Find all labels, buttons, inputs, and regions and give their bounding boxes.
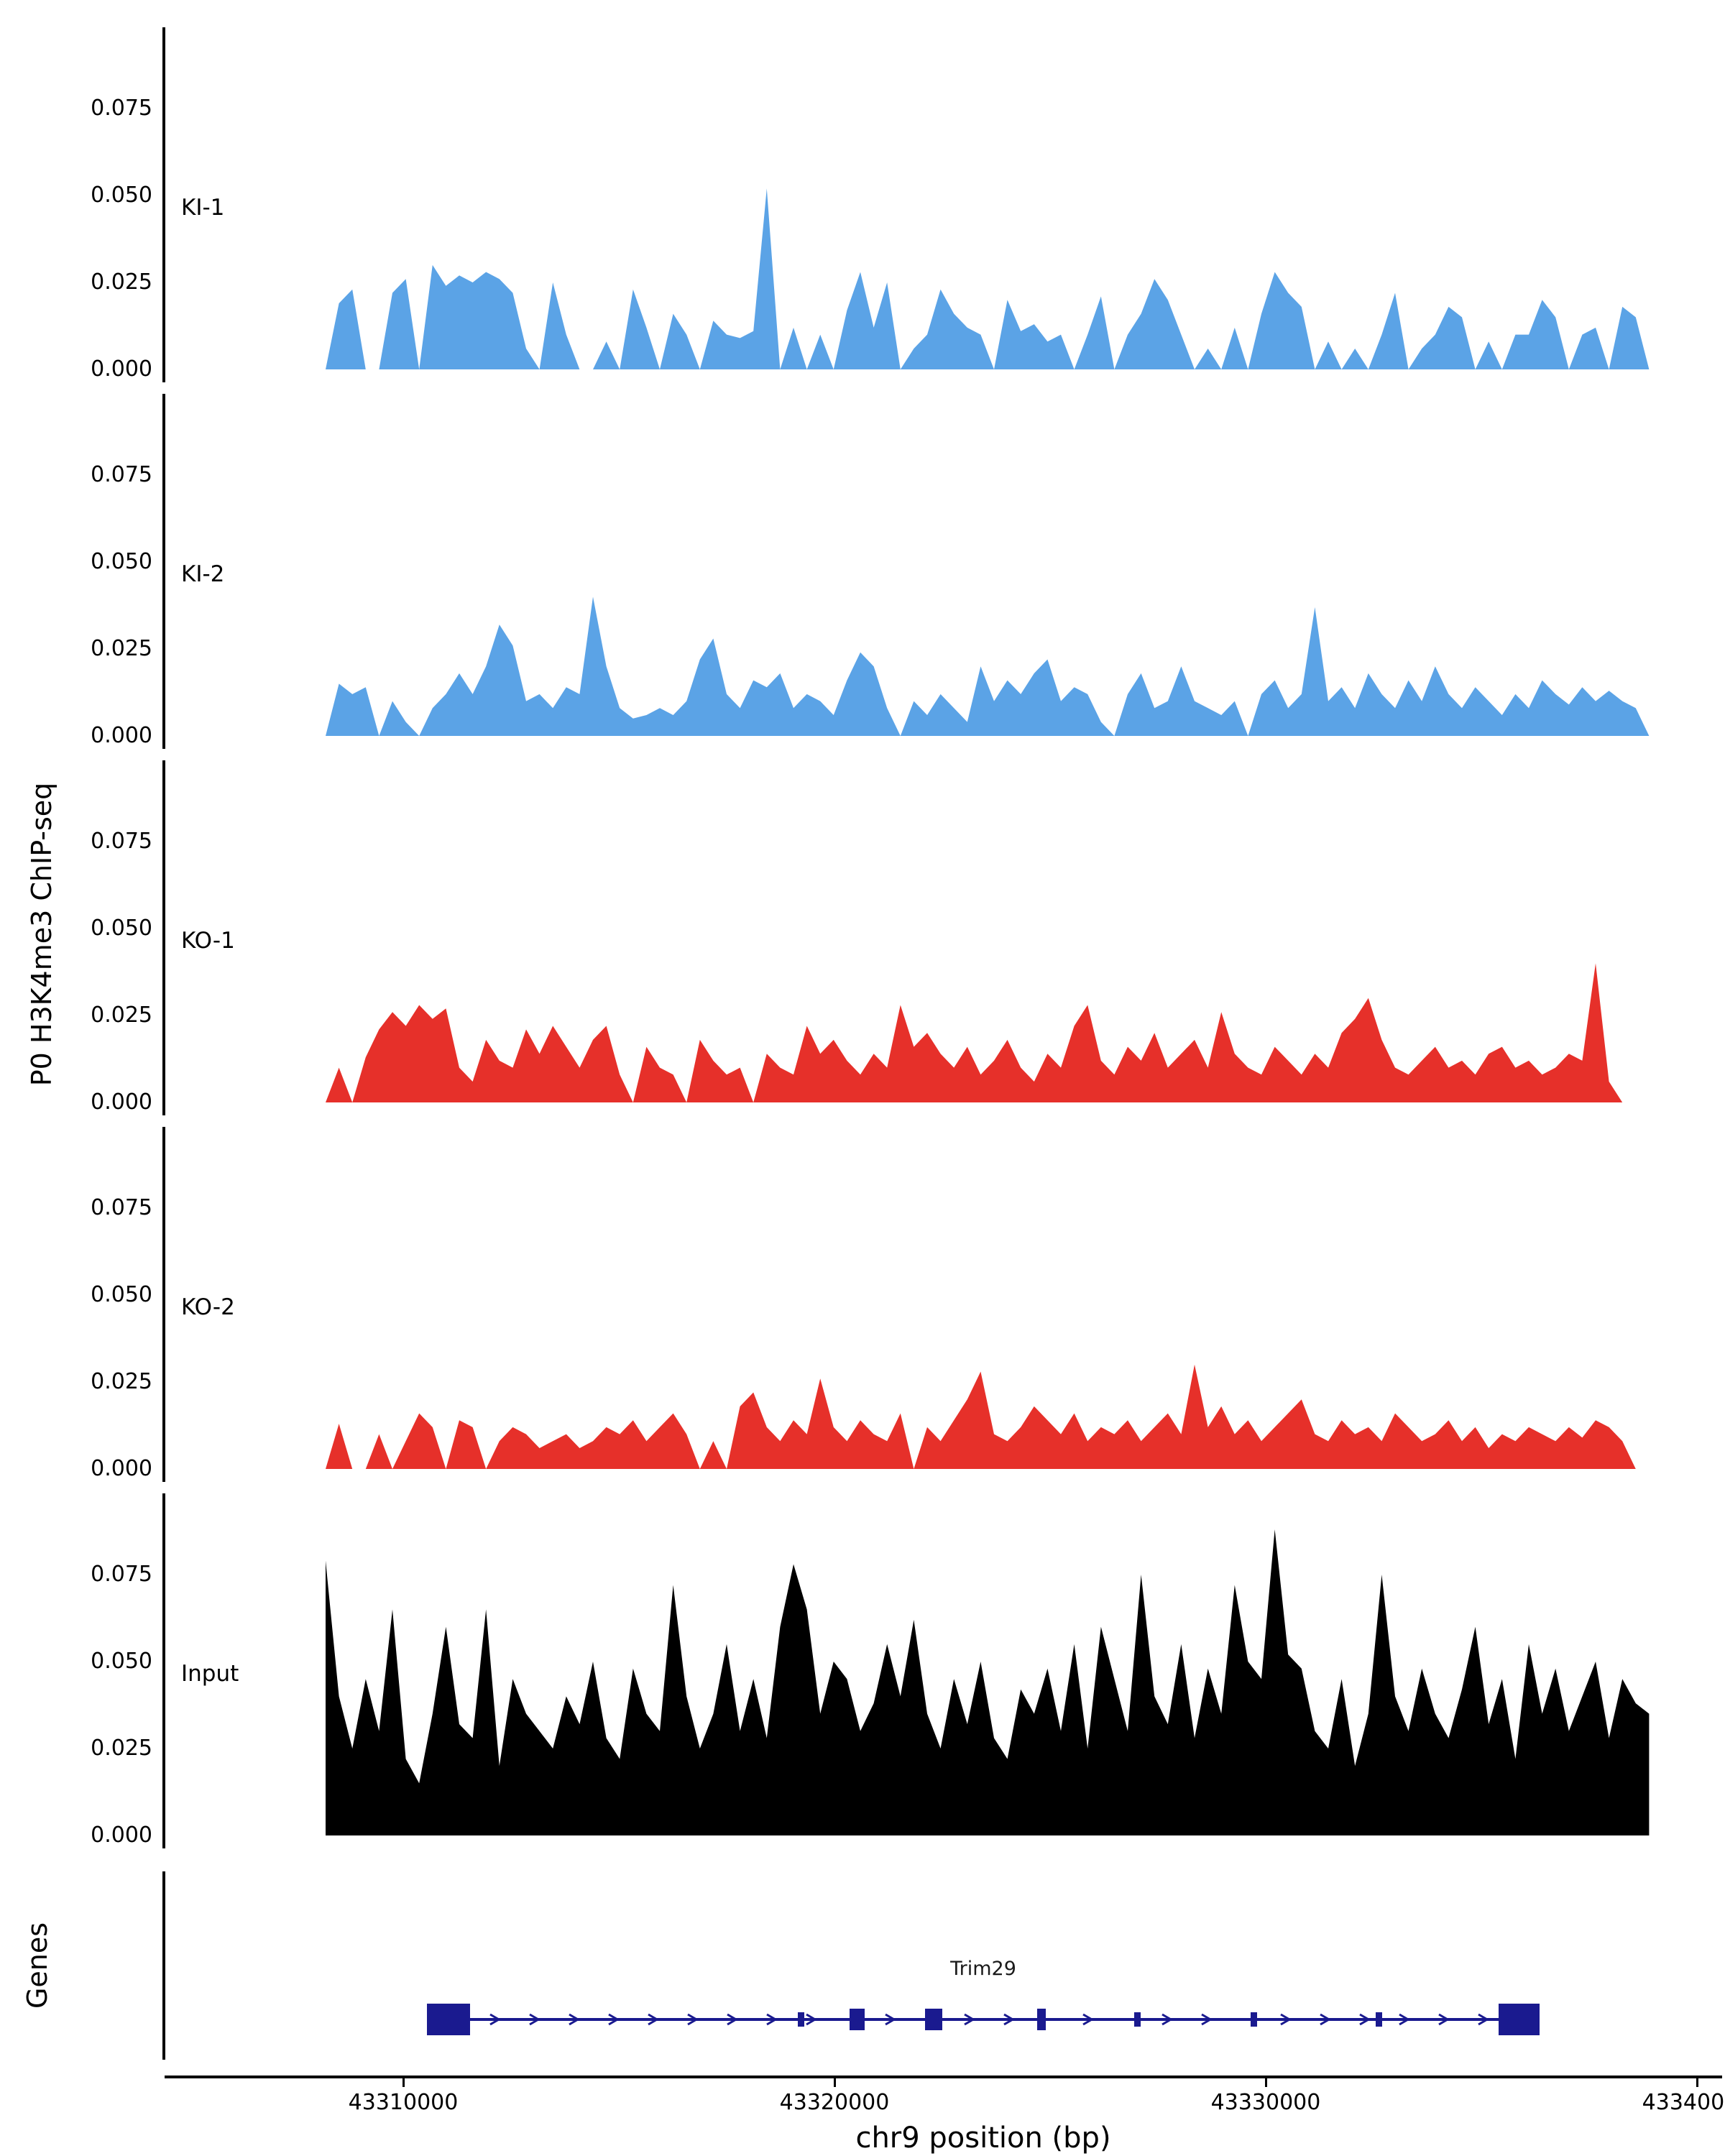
gene-label: Trim29	[949, 1958, 1016, 1980]
track-panel-ki-1: 0.075 0.050 0.025 0.000 KI-1	[0, 22, 1725, 388]
y-axis-line	[162, 394, 165, 749]
gene-exon	[1134, 2012, 1141, 2027]
genes-panel: Trim29	[0, 1869, 1725, 2063]
strand-arrow-icon	[687, 2013, 699, 2026]
gene-exon	[1376, 2012, 1382, 2027]
y-tick-label: 0.050	[91, 1282, 152, 1307]
strand-arrow-icon	[648, 2013, 659, 2026]
y-tick-label: 0.050	[91, 549, 152, 574]
track-label-ko-2: KO-2	[181, 1294, 235, 1321]
x-tick-mark	[834, 2078, 836, 2087]
strand-arrow-icon	[1478, 2013, 1489, 2026]
x-tick-mark	[1265, 2078, 1267, 2087]
area-plot-ko-2	[326, 1364, 1650, 1469]
y-tick-label: 0.000	[91, 723, 152, 748]
strand-arrow-icon	[806, 2013, 817, 2026]
y-tick-label: 0.050	[91, 916, 152, 941]
track-label-input: Input	[181, 1661, 239, 1687]
strand-arrow-icon	[1201, 2013, 1213, 2026]
strand-arrow-icon	[727, 2013, 738, 2026]
y-tick-label: 0.000	[91, 1089, 152, 1115]
x-axis-line	[165, 2076, 1722, 2078]
track-label-ki-2: KI-2	[181, 561, 225, 588]
strand-arrow-icon	[1399, 2013, 1410, 2026]
gene-exon	[1499, 2004, 1540, 2035]
strand-arrow-icon	[569, 2013, 580, 2026]
strand-arrow-icon	[885, 2013, 896, 2026]
y-tick-label: 0.025	[91, 636, 152, 661]
y-axis-line	[162, 1493, 165, 1848]
y-tick-label: 0.025	[91, 1003, 152, 1028]
coverage-area	[326, 963, 1650, 1102]
track-panel-ko-2: 0.075 0.050 0.025 0.000 KO-2	[0, 1121, 1725, 1488]
area-plot-ko-1	[326, 963, 1650, 1102]
gene-exon	[1251, 2012, 1257, 2027]
strand-arrow-icon	[766, 2013, 778, 2026]
genes-axis-title: Genes	[22, 1922, 53, 2009]
x-axis: 43310000 43320000 43330000 43340000 chr9 po…	[0, 2063, 1725, 2156]
y-tick-label: 0.050	[91, 183, 152, 208]
x-tick-label: 43310000	[348, 2090, 459, 2115]
y-tick-label: 0.075	[91, 96, 152, 121]
y-tick-label: 0.025	[91, 270, 152, 295]
track-panel-ko-1: 0.075 0.050 0.025 0.000 KO-1	[0, 755, 1725, 1121]
x-tick-label: 43320000	[779, 2090, 890, 2115]
y-tick-label: 0.050	[91, 1649, 152, 1674]
track-panel-ki-2: 0.075 0.050 0.025 0.000 KI-2	[0, 388, 1725, 755]
coverage-area	[326, 188, 1650, 369]
area-plot-ki-1	[326, 188, 1650, 369]
coverage-area	[326, 1364, 1650, 1469]
strand-arrow-icon	[1280, 2013, 1292, 2026]
area-plot-input	[326, 1529, 1650, 1835]
gene-exon	[925, 2009, 942, 2030]
strand-arrow-icon	[1320, 2013, 1331, 2026]
gene-exon	[1037, 2009, 1046, 2030]
y-tick-label: 0.025	[91, 1736, 152, 1761]
y-tick-label: 0.075	[91, 462, 152, 487]
y-tick-label: 0.075	[91, 1195, 152, 1220]
strand-arrow-icon	[1082, 2013, 1094, 2026]
coverage-area	[326, 596, 1650, 736]
y-tick-label: 0.000	[91, 356, 152, 382]
strand-arrow-icon	[1162, 2013, 1173, 2026]
gene-exon	[850, 2009, 865, 2030]
strand-arrow-icon	[529, 2013, 540, 2026]
x-axis-title: chr9 position (bp)	[855, 2122, 1111, 2155]
track-label-ki-1: KI-1	[181, 195, 225, 221]
track-label-ko-1: KO-1	[181, 928, 235, 954]
x-tick-label: 43340000	[1642, 2090, 1725, 2115]
strand-arrow-icon	[964, 2013, 975, 2026]
x-tick-mark	[402, 2078, 405, 2087]
gene-track-plot: Trim29	[427, 1958, 1540, 2035]
genes-axis-line	[162, 1871, 165, 2060]
y-tick-label: 0.075	[91, 1562, 152, 1587]
area-plot-ki-2	[326, 596, 1650, 736]
strand-arrow-icon	[489, 2013, 501, 2026]
y-tick-label: 0.000	[91, 1456, 152, 1481]
gene-exon	[427, 2004, 470, 2035]
strand-arrow-icon	[1003, 2013, 1015, 2026]
strand-arrow-icon	[1438, 2013, 1450, 2026]
strand-arrow-icon	[1359, 2013, 1371, 2026]
strand-arrow-icon	[608, 2013, 620, 2026]
coverage-area	[326, 1529, 1650, 1835]
y-tick-label: 0.075	[91, 829, 152, 854]
x-tick-mark	[1696, 2078, 1698, 2087]
signal-panels: 0.075 0.050 0.025 0.000 KI-1 0.075 0.050 0.025 0…	[0, 22, 1725, 1854]
y-axis-line	[162, 27, 165, 382]
y-axis-line	[162, 760, 165, 1115]
gene-exon	[798, 2012, 804, 2027]
y-axis-line	[162, 1127, 165, 1482]
track-panel-input: 0.075 0.050 0.025 0.000 Input	[0, 1488, 1725, 1854]
x-tick-label: 43330000	[1210, 2090, 1321, 2115]
y-tick-label: 0.000	[91, 1823, 152, 1848]
y-tick-label: 0.025	[91, 1369, 152, 1394]
